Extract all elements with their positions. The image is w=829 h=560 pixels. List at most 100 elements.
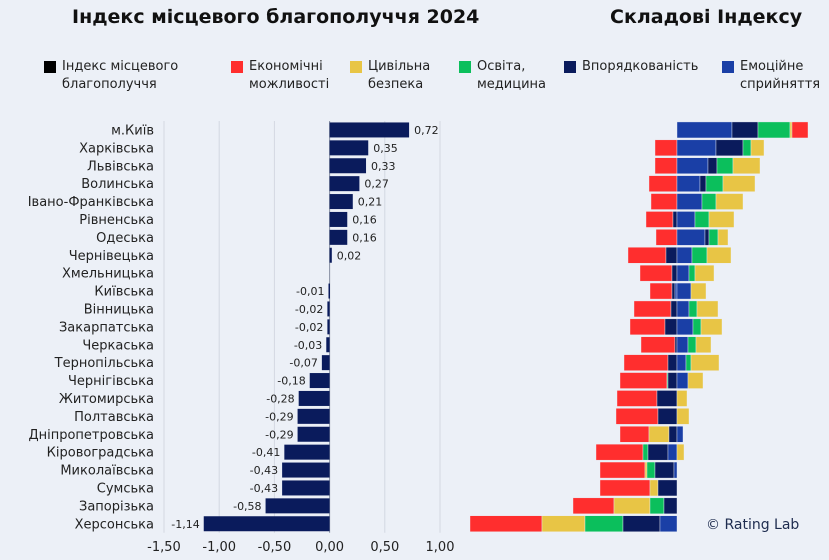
- segment-economic: [629, 318, 666, 336]
- segment-education: [685, 354, 692, 371]
- segment-order: [663, 497, 678, 515]
- segment-emotional: [676, 372, 689, 389]
- legend-swatch: [231, 61, 243, 73]
- legend-label: Емоційне сприйняття: [740, 59, 821, 92]
- data-label: -0,02: [295, 321, 323, 334]
- segment-economic: [791, 121, 809, 139]
- category-label: Волинська: [81, 177, 154, 192]
- legend-label: Впорядкованість: [582, 59, 699, 74]
- segment-order: [654, 461, 675, 479]
- segment-economic: [654, 139, 678, 157]
- segment-safety: [644, 461, 648, 479]
- segment-safety: [613, 497, 651, 515]
- segment-order: [622, 515, 661, 532]
- segment-economic: [599, 461, 646, 479]
- category-label: Харківська: [79, 141, 154, 156]
- segment-emotional: [676, 157, 709, 174]
- segment-education: [701, 193, 717, 210]
- segment-order: [715, 139, 744, 157]
- segment-economic: [639, 264, 673, 282]
- data-label: 0,02: [337, 249, 362, 262]
- segment-economic: [627, 247, 667, 264]
- segment-order: [731, 121, 759, 139]
- segment-safety: [694, 264, 715, 282]
- segment-education: [705, 175, 724, 192]
- segment-order: [667, 354, 678, 371]
- category-label: Закарпатська: [59, 320, 154, 335]
- segment-order: [707, 157, 718, 174]
- legend-swatch: [722, 61, 734, 73]
- index-bar: [309, 373, 330, 389]
- segment-education: [688, 300, 698, 318]
- legend-label: Освіта, медицина: [477, 59, 547, 92]
- segment-economic: [633, 300, 672, 318]
- segment-safety: [648, 426, 670, 443]
- index-bar: [297, 426, 330, 442]
- segment-emotional: [676, 193, 703, 210]
- legend: Індекс місцевого благополуччя Економічні…: [0, 58, 829, 98]
- segment-order: [664, 318, 678, 336]
- legend-label: Цивільна безпека: [368, 59, 431, 92]
- index-bar: [329, 122, 410, 138]
- segment-safety: [722, 175, 756, 192]
- segment-economic: [655, 229, 678, 246]
- category-label: Херсонська: [75, 517, 154, 532]
- legend-swatch: [44, 61, 56, 73]
- segment-emotional: [676, 211, 696, 228]
- segment-emotional: [676, 247, 693, 264]
- segment-safety: [687, 372, 704, 389]
- segment-education: [687, 336, 697, 353]
- segment-education: [694, 211, 710, 228]
- category-label: Кіровоградська: [47, 446, 154, 461]
- segment-safety: [690, 354, 720, 371]
- category-label: Тернопільська: [54, 356, 154, 371]
- segment-safety: [732, 157, 761, 174]
- category-label: Львівська: [87, 159, 154, 174]
- index-bar: [203, 516, 330, 532]
- segment-order: [657, 408, 678, 425]
- index-bar: [284, 444, 330, 460]
- segment-economic: [616, 390, 658, 407]
- index-bar: [327, 301, 330, 317]
- segment-safety: [649, 479, 659, 497]
- index-bar: [326, 337, 330, 353]
- index-bar: [329, 176, 360, 192]
- segment-economic: [599, 479, 651, 497]
- segment-economic: [649, 282, 673, 300]
- legend-swatch: [459, 61, 471, 73]
- segment-economic: [645, 211, 674, 228]
- legend-label: Індекс місцевого благополуччя: [62, 59, 179, 92]
- segment-safety: [676, 443, 685, 461]
- legend-label: Економічні можливості: [249, 59, 330, 92]
- segment-safety: [695, 336, 712, 353]
- segment-emotional: [676, 300, 690, 318]
- segment-education: [646, 461, 656, 479]
- segment-education: [708, 229, 719, 246]
- segment-emotional: [676, 121, 733, 139]
- segment-economic: [595, 443, 644, 461]
- index-bar: [329, 211, 348, 227]
- segment-safety: [750, 139, 765, 157]
- segment-order: [699, 175, 707, 192]
- segment-economic: [469, 515, 543, 532]
- index-bar: [298, 390, 330, 406]
- segment-emotional: [676, 318, 694, 336]
- segment-safety: [708, 211, 735, 228]
- data-label: -0,01: [296, 285, 324, 298]
- segment-order: [657, 479, 678, 497]
- index-bar: [327, 319, 330, 335]
- legend-item-economic: Економічні можливості: [231, 58, 329, 94]
- legend-item-index: Індекс місцевого благополуччя: [44, 58, 178, 94]
- category-label: Полтавська: [74, 410, 154, 425]
- segment-emotional: [659, 515, 678, 532]
- data-label: 0,27: [364, 178, 389, 191]
- index-bar: [265, 498, 330, 514]
- segment-emotional: [674, 282, 678, 300]
- category-label: Хмельницька: [62, 267, 154, 282]
- data-label: -0,29: [265, 410, 293, 423]
- index-bar: [329, 247, 332, 263]
- category-label: Миколаївська: [60, 464, 154, 479]
- data-label: -0,43: [250, 464, 278, 477]
- segment-economic: [619, 426, 650, 443]
